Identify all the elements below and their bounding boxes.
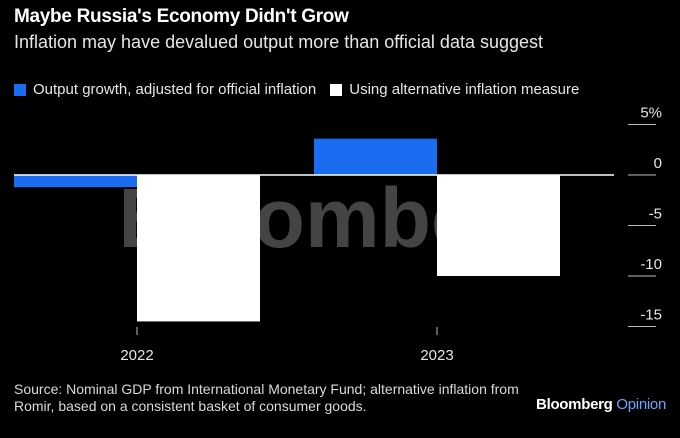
legend-label-alternative: Using alternative inflation measure	[349, 81, 580, 98]
brand-suffix: Opinion	[616, 396, 666, 413]
legend: Output growth, adjusted for official inf…	[14, 81, 593, 98]
bloomberg-opinion-logo: Bloomberg Opinion	[536, 396, 666, 413]
legend-item-official: Output growth, adjusted for official inf…	[14, 81, 316, 98]
bar-2023-series-2	[437, 175, 560, 276]
bar-2022-series-1	[14, 175, 137, 188]
legend-swatch-white	[330, 83, 343, 96]
y-tick-label: 0	[654, 155, 662, 172]
y-tick-label: -15	[640, 307, 662, 324]
y-tick-label: -5	[649, 206, 662, 223]
y-tick-label: -10	[640, 256, 662, 273]
chart-title: Maybe Russia's Economy Didn't Grow	[14, 6, 349, 27]
y-tick-label: 5%	[640, 105, 662, 122]
bar-2023-series-1	[314, 138, 437, 175]
x-tick-label-2022: 2022	[120, 347, 153, 364]
bar-2022-series-2	[137, 175, 260, 322]
legend-swatch-blue	[14, 83, 26, 96]
source-note: Source: Nominal GDP from International M…	[14, 381, 519, 414]
legend-item-alternative: Using alternative inflation measure	[330, 81, 579, 98]
chart-subtitle: Inflation may have devalued output more …	[14, 32, 544, 52]
x-tick-label-2023: 2023	[420, 347, 453, 364]
legend-label-official: Output growth, adjusted for official inf…	[33, 81, 317, 98]
brand-name: Bloomberg	[536, 396, 613, 413]
